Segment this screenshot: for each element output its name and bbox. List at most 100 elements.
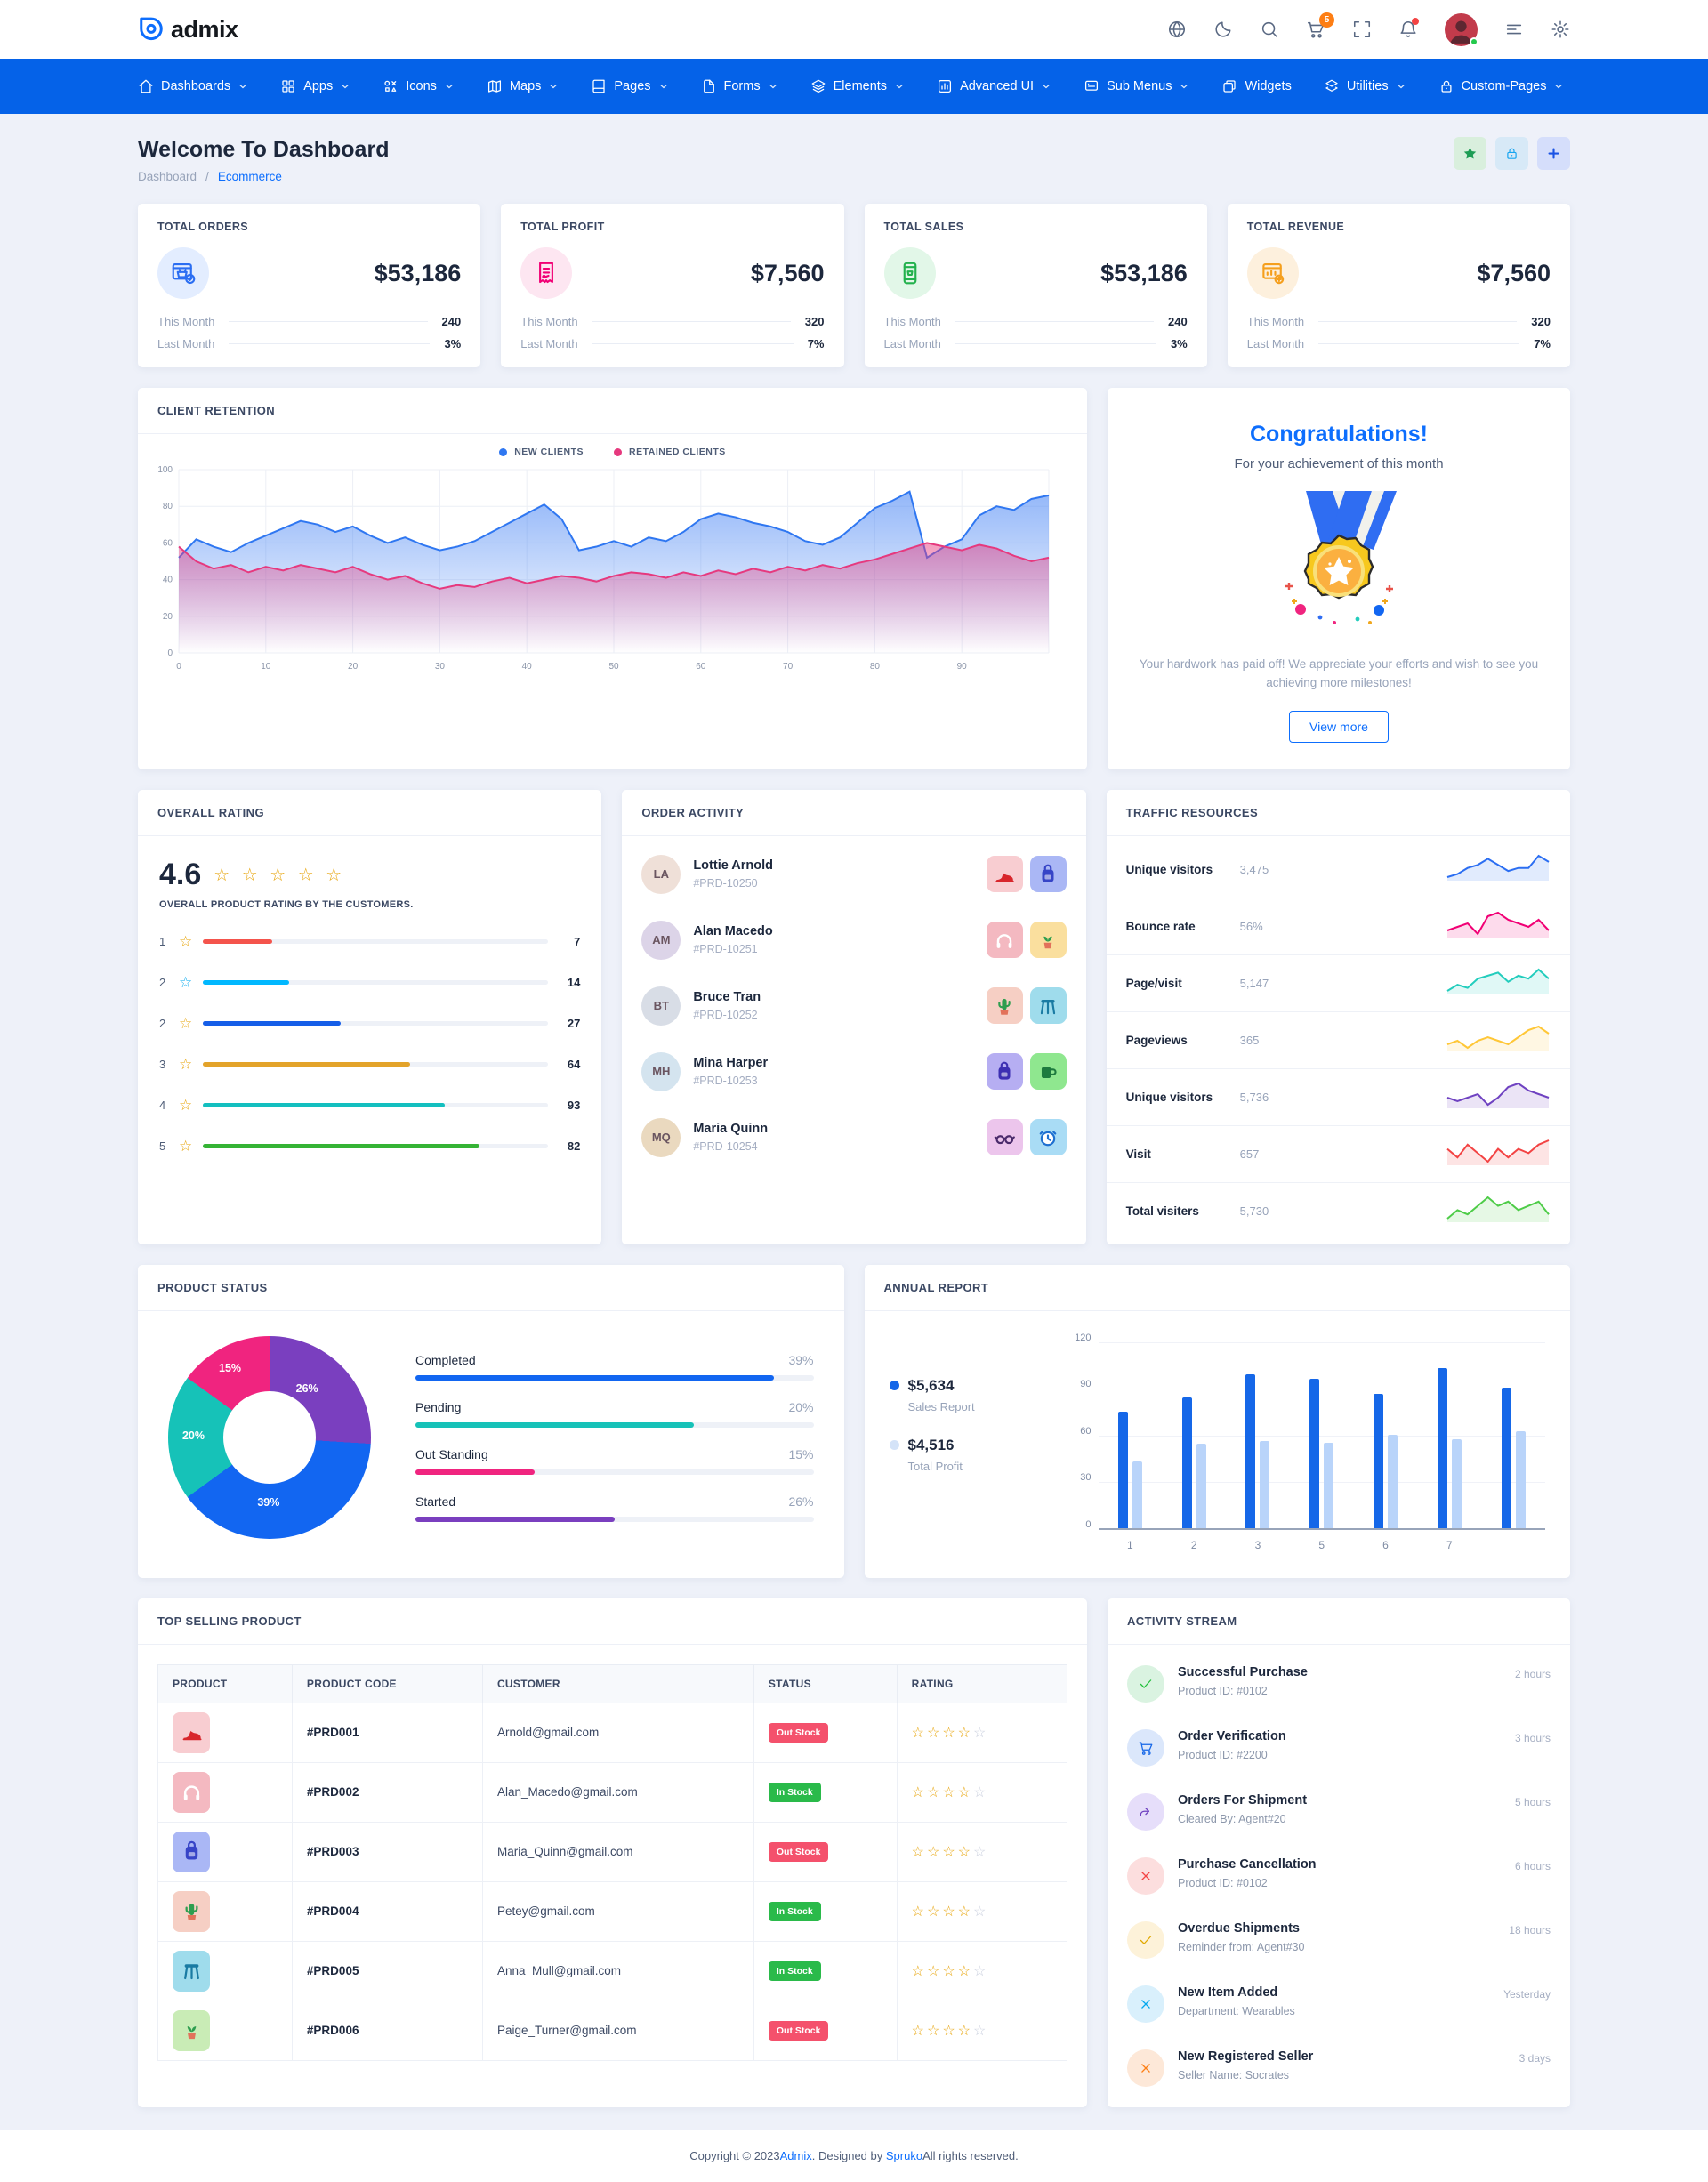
footer-brand-link[interactable]: Admix [779, 2149, 812, 2163]
nav-item-advanced-ui[interactable]: Advanced UI [937, 78, 1051, 94]
svg-text:40: 40 [522, 662, 533, 672]
activity-item[interactable]: New Item Added Department: Wearables Yeste… [1108, 1972, 1570, 2036]
chartbox-icon [939, 79, 952, 93]
search-button[interactable] [1260, 20, 1279, 39]
lock-action-button[interactable] [1495, 137, 1528, 170]
stat-card-total-orders: TOTAL ORDERS $53,186 This Month 240 Last Mon… [138, 204, 481, 367]
nav-item-pages[interactable]: Pages [591, 78, 668, 94]
breadcrumb-ecommerce[interactable]: Ecommerce [217, 170, 282, 183]
product-shoe-thumb [173, 1711, 210, 1753]
column-header[interactable]: CUSTOMER [481, 1663, 754, 1703]
table-row[interactable]: #PRD006 Paige_Turner@gmail.com Out Stock ☆☆… [157, 2000, 1068, 2061]
avatar: BT [641, 986, 681, 1026]
globe-button[interactable] [1167, 20, 1187, 39]
nav-item-forms[interactable]: Forms [701, 78, 778, 94]
nav-item-apps[interactable]: Apps [280, 78, 350, 94]
avatar: AM [641, 920, 681, 960]
activity-item[interactable]: Successful Purchase Product ID: #0102 2 ho… [1108, 1652, 1570, 1716]
product-status-legend: Completed 39% Pending 20% Out Standing 15% Sta… [415, 1353, 814, 1522]
nav-item-utilities[interactable]: Utilities [1324, 78, 1406, 94]
legend-retained-clients: RETAINED CLIENTS [614, 447, 726, 457]
order-activity-item[interactable]: BT Bruce Tran #PRD-10252 [622, 973, 1085, 1039]
traffic-row: Visit 657 [1106, 1126, 1570, 1183]
congrats-title: Congratulations! [1250, 422, 1428, 447]
product-status-donut: 26% 39% 20% 15% [168, 1335, 371, 1539]
star-icon: ☆ [179, 1014, 193, 1032]
product-backpack-thumb [986, 1053, 1023, 1091]
traffic-row: Unique visitors 5,736 [1106, 1069, 1570, 1126]
nav-item-custom-pages[interactable]: Custom-Pages [1438, 78, 1565, 94]
check-icon [1140, 1936, 1152, 1944]
column-header[interactable]: RATING [896, 1663, 1068, 1703]
overall-rating-card: OVERALL RATING 4.6 ☆ ☆ ☆ ☆ ☆ OVERALL PRO… [138, 789, 602, 1244]
rating-row-2-star: 2 ☆ 27 [159, 1014, 581, 1032]
table-row[interactable]: #PRD005 Anna_Mull@gmail.com In Stock ☆☆☆☆☆ [157, 1940, 1068, 2001]
stat-value: $7,560 [750, 259, 825, 286]
activity-item[interactable]: Orders For Shipment Cleared By: Agent#20 5… [1108, 1780, 1570, 1844]
breadcrumb-dashboard[interactable]: Dashboard [138, 170, 197, 183]
svg-text:10: 10 [261, 662, 271, 672]
cart-button[interactable]: 5 [1306, 12, 1334, 39]
bell-button[interactable] [1398, 18, 1419, 39]
gear-button[interactable] [1551, 20, 1570, 39]
stat-card-total-revenue: TOTAL REVENUE $7,560 This Month 320 Last Mon… [1227, 204, 1570, 367]
status-badge: Out Stock [768, 1722, 829, 1743]
order-activity-item[interactable]: LA Lottie Arnold #PRD-10250 [622, 841, 1085, 907]
activity-item[interactable]: Order Verification Product ID: #2200 3 hou… [1108, 1716, 1570, 1780]
moon-button[interactable] [1213, 20, 1233, 39]
plus-action-button[interactable] [1537, 137, 1570, 170]
nav-item-elements[interactable]: Elements [810, 78, 905, 94]
order-activity-item[interactable]: MQ Maria Quinn #PRD-10254 [622, 1105, 1085, 1171]
menu-lines-button[interactable] [1504, 20, 1524, 39]
sales-icon [903, 262, 916, 285]
view-more-button[interactable]: View more [1289, 710, 1389, 743]
nav-item-widgets[interactable]: Widgets [1221, 78, 1292, 94]
product-mug-thumb [1029, 1053, 1067, 1091]
nav-item-maps[interactable]: Maps [487, 78, 559, 94]
svg-text:60: 60 [696, 662, 706, 672]
headphones-icon [996, 934, 1012, 948]
medal-icon [1138, 484, 1540, 640]
order-activity-item[interactable]: AM Alan Macedo #PRD-10251 [622, 907, 1085, 973]
table-row[interactable]: #PRD004 Petey@gmail.com In Stock ☆☆☆☆☆ [157, 1880, 1068, 1942]
notification-dot [1412, 18, 1419, 25]
cart-icon [1139, 1742, 1153, 1755]
congrats-subtitle: For your achievement of this month [1234, 456, 1444, 471]
sparkline-chart [1446, 1194, 1551, 1228]
nav-item-dashboards[interactable]: Dashboards [138, 78, 248, 94]
chevron-down-icon [769, 85, 777, 89]
plus-icon [1548, 148, 1559, 159]
xmark-icon [1141, 2064, 1150, 2073]
rating-row-1-star: 1 ☆ 7 [159, 932, 581, 950]
footer-designer-link[interactable]: Spruko [885, 2149, 923, 2163]
stat-card-total-profit: TOTAL PROFIT $7,560 This Month 320 Last Mont… [501, 204, 844, 367]
fullscreen-button[interactable] [1352, 20, 1372, 39]
status-badge: In Stock [768, 1782, 821, 1802]
backpack-icon [1042, 864, 1054, 882]
nav-item-icons[interactable]: Icons [383, 78, 455, 94]
column-header[interactable]: PRODUCT [157, 1663, 293, 1703]
activity-item[interactable]: Purchase Cancellation Product ID: #0102 6 … [1108, 1844, 1570, 1908]
column-header[interactable]: STATUS [753, 1663, 898, 1703]
table-row[interactable]: #PRD001 Arnold@gmail.com Out Stock ☆☆☆☆☆ [157, 1702, 1068, 1763]
xmark-icon [1141, 2000, 1150, 2009]
traffic-list: Unique visitors 3,475 Bounce rate 56% Page/v… [1106, 836, 1570, 1244]
user-avatar[interactable] [1445, 12, 1478, 46]
star-action-button[interactable] [1454, 137, 1486, 170]
xmark-icon [1127, 2049, 1164, 2087]
congrats-description: Your hardwork has paid off! We appreciat… [1139, 657, 1539, 689]
order-activity-item[interactable]: MH Mina Harper #PRD-10253 [622, 1039, 1085, 1105]
client-retention-title: CLIENT RETENTION [138, 388, 1087, 434]
column-header[interactable]: PRODUCT CODE [291, 1663, 483, 1703]
traffic-resources-title: TRAFFIC RESOURCES [1106, 790, 1570, 836]
activity-item[interactable]: Overdue Shipments Reminder from: Agent#30… [1108, 1908, 1570, 1972]
logo-icon [140, 17, 163, 41]
table-row[interactable]: #PRD003 Maria_Quinn@gmail.com Out Stock ☆☆☆… [157, 1821, 1068, 1882]
activity-item[interactable]: New Registered Seller Seller Name: Socrat… [1108, 2036, 1570, 2100]
forward-icon [1140, 1808, 1150, 1816]
app-logo[interactable]: admix [138, 16, 238, 44]
activity-stream-title: ACTIVITY STREAM [1108, 1598, 1570, 1645]
nav-item-sub-menus[interactable]: Sub Menus [1084, 78, 1189, 94]
table-row[interactable]: #PRD002 Alan_Macedo@gmail.com In Stock ☆☆☆☆… [157, 1761, 1068, 1823]
chevron-down-icon [550, 85, 557, 89]
